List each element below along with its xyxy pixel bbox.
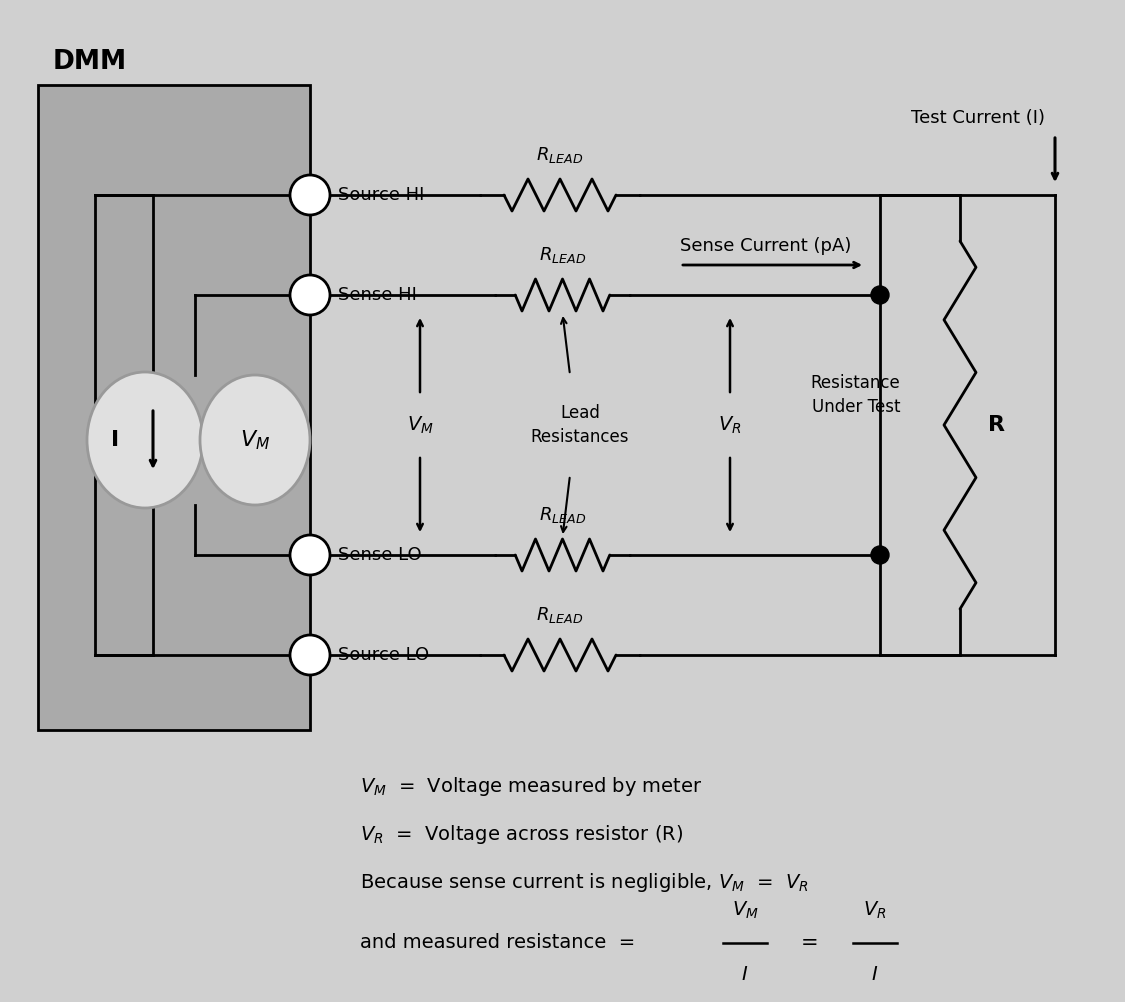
Circle shape [290, 635, 330, 675]
Text: I: I [111, 430, 119, 450]
Circle shape [290, 175, 330, 215]
Text: $V_M$: $V_M$ [406, 415, 433, 436]
Text: $V_R$: $V_R$ [718, 415, 741, 436]
Text: Because sense current is negligible, $V_M$  =  $V_R$: Because sense current is negligible, $V_… [360, 871, 809, 894]
Circle shape [871, 546, 889, 564]
Ellipse shape [200, 375, 310, 505]
Text: =: = [801, 933, 819, 953]
Circle shape [290, 535, 330, 575]
Text: $V_R$: $V_R$ [863, 900, 886, 921]
Text: $R_{LEAD}$: $R_{LEAD}$ [539, 245, 586, 265]
Text: Resistance
Under Test: Resistance Under Test [810, 374, 900, 417]
Text: $R_{LEAD}$: $R_{LEAD}$ [537, 605, 584, 625]
Text: $I$: $I$ [872, 965, 879, 984]
Circle shape [871, 286, 889, 304]
Text: $V_M$  =  Voltage measured by meter: $V_M$ = Voltage measured by meter [360, 775, 702, 798]
Text: R: R [988, 415, 1005, 435]
Text: $R_{LEAD}$: $R_{LEAD}$ [539, 505, 586, 525]
Text: Sense Current (pA): Sense Current (pA) [680, 237, 852, 255]
Text: Source HI: Source HI [338, 186, 424, 204]
Text: Source LO: Source LO [338, 646, 429, 664]
Text: Test Current (I): Test Current (I) [911, 109, 1045, 127]
Text: $V_R$  =  Voltage across resistor (R): $V_R$ = Voltage across resistor (R) [360, 823, 683, 846]
Text: Lead
Resistances: Lead Resistances [531, 404, 629, 447]
Text: and measured resistance  =: and measured resistance = [360, 934, 636, 953]
Text: $I$: $I$ [741, 965, 748, 984]
Text: Sense HI: Sense HI [338, 286, 417, 304]
Bar [38, 85, 310, 730]
Text: Sense LO: Sense LO [338, 546, 422, 564]
Text: $R_{LEAD}$: $R_{LEAD}$ [537, 145, 584, 165]
Ellipse shape [87, 372, 202, 508]
Text: DMM: DMM [53, 49, 127, 75]
Circle shape [290, 275, 330, 315]
Text: $V_M$: $V_M$ [731, 900, 758, 921]
Text: $V_M$: $V_M$ [240, 428, 270, 452]
